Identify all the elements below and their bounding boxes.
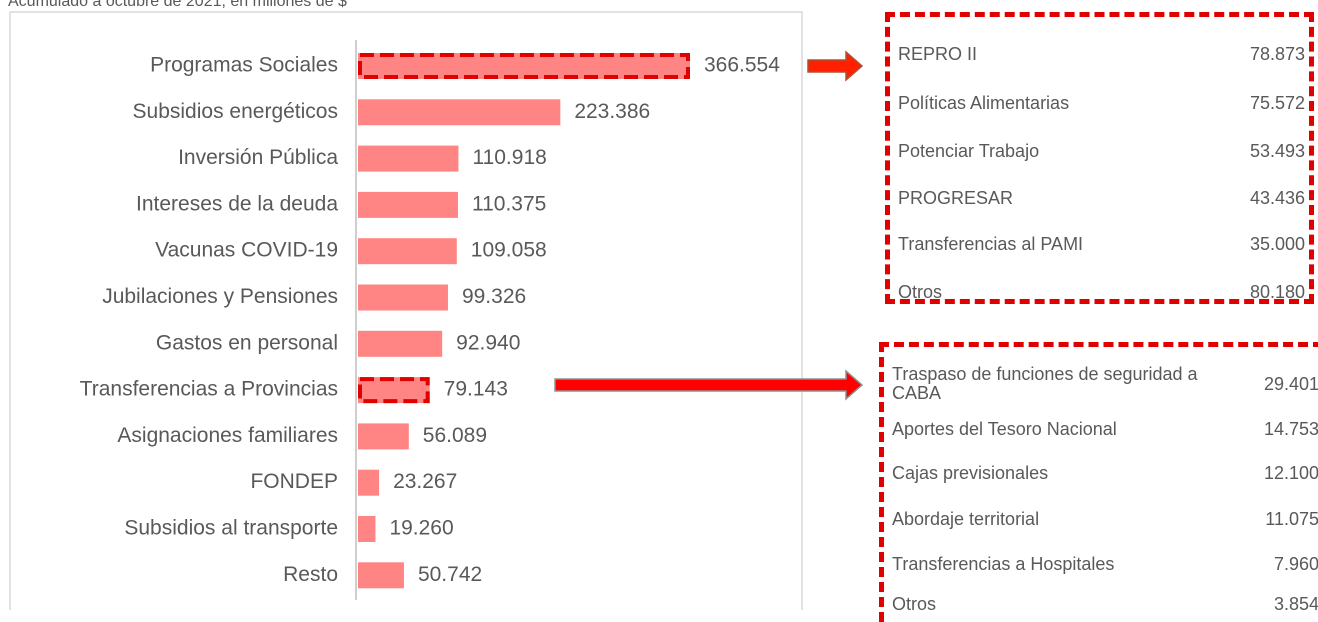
row-value: 3.854	[1273, 594, 1318, 614]
category-label: Jubilaciones y Pensiones	[102, 285, 338, 308]
bar	[358, 562, 404, 589]
arrow	[807, 50, 864, 82]
category-label: Subsidios energéticos	[133, 100, 338, 123]
value-label: 19.260	[389, 517, 453, 540]
row-label: Transferencias al PAMI	[898, 234, 1084, 254]
highlight-box	[358, 53, 690, 79]
value-label: 366.554	[704, 54, 780, 77]
row-value: 12.100	[1263, 463, 1318, 483]
table-row: REPRO II 78.873	[898, 45, 1305, 64]
table-row: Otros 3.854	[892, 595, 1318, 614]
row-label: Transferencias a Hospitales	[892, 554, 1115, 574]
category-label: Intereses de la deuda	[136, 192, 338, 215]
chart-frame	[9, 11, 803, 610]
table-row: Cajas previsionales 12.100	[892, 464, 1318, 483]
row-value: 35.000	[1249, 234, 1305, 254]
value-label: 50.742	[418, 563, 482, 586]
bar	[358, 330, 443, 357]
row-label: PROGRESAR	[898, 188, 1014, 208]
row-value: 43.436	[1249, 188, 1305, 208]
bar	[358, 238, 457, 265]
row-label: Aportes del Tesoro Nacional	[892, 419, 1117, 439]
row-value: 7.960	[1273, 554, 1318, 574]
category-label: Transferencias a Provincias	[80, 378, 338, 401]
value-label: 56.089	[423, 424, 487, 447]
category-label: Asignaciones familiares	[117, 424, 338, 447]
row-value: 29.401	[1263, 373, 1318, 394]
row-label: Otros	[892, 594, 937, 614]
row-label: Traspaso de funciones de seguridad a CAB…	[892, 364, 1198, 403]
table-row: Traspaso de funciones de seguridad a CAB…	[892, 365, 1318, 403]
value-label: 99.326	[462, 285, 526, 308]
value-label: 110.375	[472, 192, 546, 215]
bar	[358, 99, 561, 126]
value-label: 79.143	[444, 378, 508, 401]
row-label: Políticas Alimentarias	[898, 93, 1070, 113]
bar	[358, 469, 380, 496]
value-label: 109.058	[471, 239, 547, 262]
table-row: Otros 80.180	[898, 283, 1305, 302]
bar	[358, 53, 690, 79]
table-row: Transferencias al PAMI 35.000	[898, 235, 1305, 254]
bar	[358, 284, 448, 311]
category-label: Resto	[283, 563, 338, 586]
bar	[358, 516, 376, 542]
row-label: Abordaje territorial	[892, 509, 1040, 529]
row-value: 14.753	[1263, 419, 1318, 439]
row-label: Potenciar Trabajo	[898, 141, 1040, 161]
chart-subtitle: Acumulado a octubre de 2021, en millones…	[8, 0, 347, 10]
table-row: PROGRESAR 43.436	[898, 189, 1305, 208]
category-label: Subsidios al transporte	[124, 517, 338, 540]
row-value: 53.493	[1249, 141, 1305, 161]
row-value: 78.873	[1249, 44, 1305, 64]
category-label: Programas Sociales	[150, 54, 338, 77]
table-row: Aportes del Tesoro Nacional 14.753	[892, 420, 1318, 439]
bar	[358, 145, 459, 172]
row-value: 75.572	[1249, 93, 1305, 113]
category-label: Gastos en personal	[156, 331, 338, 354]
table-row: Transferencias a Hospitales 7.960	[892, 555, 1318, 574]
category-label: Vacunas COVID-19	[155, 239, 338, 262]
detail-table: Traspaso de funciones de seguridad a CAB…	[879, 342, 1318, 622]
row-value: 80.180	[1249, 282, 1305, 302]
table-row: Abordaje territorial 11.075	[892, 510, 1318, 529]
bar	[358, 191, 458, 218]
value-label: 92.940	[456, 331, 520, 354]
row-label: REPRO II	[898, 44, 978, 64]
bar	[358, 423, 409, 450]
row-label: Cajas previsionales	[892, 463, 1049, 483]
row-label: Otros	[898, 282, 943, 302]
highlight-box	[358, 377, 430, 404]
table-row: Políticas Alimentarias 75.572	[898, 94, 1305, 113]
detail-table: REPRO II 78.873 Políticas Alimentarias 75.5…	[885, 12, 1314, 304]
arrow	[554, 369, 864, 401]
value-label: 223.386	[574, 100, 650, 123]
row-value: 11.075	[1265, 509, 1318, 529]
table-row: Potenciar Trabajo 53.493	[898, 142, 1305, 161]
category-label: FONDEP	[250, 470, 338, 493]
category-label: Inversión Pública	[178, 146, 338, 169]
bar	[358, 377, 430, 404]
value-label: 110.918	[472, 146, 546, 169]
value-label: 23.267	[393, 470, 457, 493]
